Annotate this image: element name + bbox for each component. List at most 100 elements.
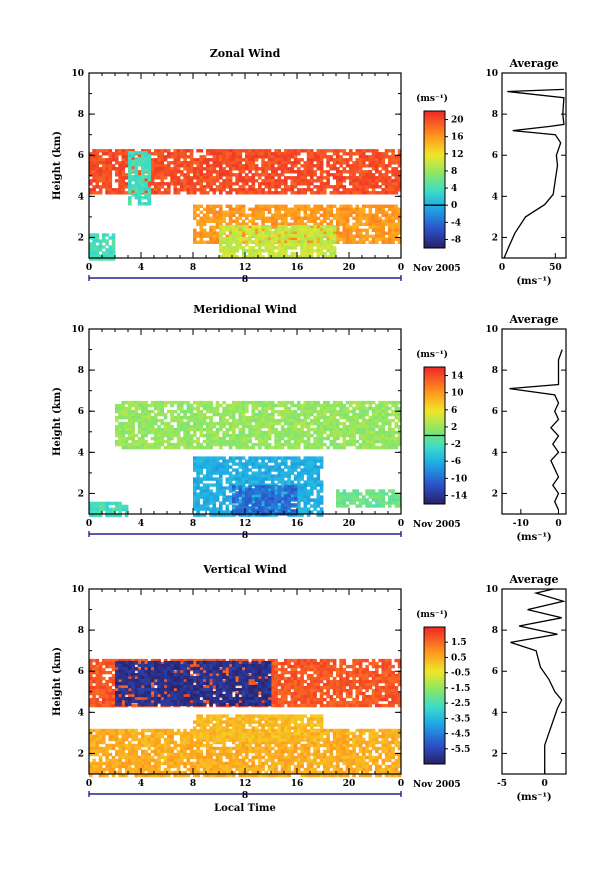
colorbar-band [424,174,445,178]
x-tick-label: 12 [239,779,252,789]
y-tick-label: 10 [71,325,84,335]
colorbar-band [424,485,445,489]
profile-frame [501,588,567,775]
colorbar-band [424,202,445,206]
y-tick-label: 2 [78,233,84,243]
colorbar: (ms⁻¹) 1.5 0.5 -0.5 -1.5 -2.5 -3.5 -4.5 -5.5 [416,609,470,765]
x-tick-label: 0 [398,263,404,273]
profile-y-tick-label: 6 [492,151,498,161]
colorbar-band [424,126,445,130]
average-profile: Average 2 4 6 8 10 -10 0 (ms⁻¹) [485,313,567,543]
x-tick-label: 4 [138,779,144,789]
heatmap-region-4 [193,714,324,742]
colorbar-band [424,115,445,119]
y-tick-label: 2 [78,489,84,499]
colorbar-band [424,419,445,423]
colorbar-band [424,472,445,475]
colorbar-band [424,136,445,139]
x-tick-label: 20 [343,779,356,789]
colorbar-band [424,688,445,692]
colorbar: (ms⁻¹) 14 10 6 2 -2 -6 -10 -14 [416,349,467,505]
colorbar-band [424,716,445,719]
colorbar-tick-label: 0.5 [451,653,467,663]
colorbar-band [424,140,445,144]
colorbar-band [424,428,445,432]
colorbar-band [424,403,445,407]
profile-y-tick-label: 2 [492,489,498,499]
colorbar-band [424,665,445,669]
colorbar-band [424,451,445,455]
heatmap-region-3 [336,489,402,508]
colorbar-band [424,467,445,471]
colorbar-tick-label: 1.5 [451,638,467,648]
colorbar-band [424,757,445,760]
profile-y-tick-label: 2 [492,233,498,243]
colorbar-tick-label: -8 [451,235,461,245]
colorbar-band [424,761,445,765]
colorbar-band [424,209,445,212]
colorbar-band [424,681,445,685]
colorbar-band [424,645,445,649]
colorbar-band [424,380,445,384]
profile-y-tick-label: 4 [492,708,498,718]
colorbar-band [424,158,445,162]
colorbar-tick-label: 16 [451,133,464,143]
profile-y-tick-label: 10 [485,69,498,79]
colorbar-band [424,677,445,681]
profile-y-tick-label: 6 [492,667,498,677]
colorbar-band [424,478,445,482]
average-profile: Average 2 4 6 8 10 0 50 (ms⁻¹) [485,57,567,287]
colorbar-tick-label: -3.5 [451,714,470,724]
profile-y-tick-label: 6 [492,407,498,417]
colorbar-band [424,245,445,249]
colorbar-band [424,658,445,662]
colorbar-band [424,697,445,701]
x-tick-label: 20 [343,519,356,529]
colorbar-band [424,236,445,240]
colorbar-band [424,743,445,747]
colorbar-band [424,745,445,749]
colorbar-tick-label: 8 [451,167,457,177]
colorbar-band [424,633,445,637]
colorbar-band [424,220,445,224]
profile-title: Average [508,313,558,326]
heatmap-region-5 [89,233,116,261]
profile-y-tick-label: 4 [492,448,498,458]
profile-y-tick-label: 10 [485,325,498,335]
colorbar-band [424,629,445,633]
colorbar-band [424,668,445,671]
colorbar-band [424,469,445,473]
profile-frame [501,72,567,259]
colorbar-tick-label: -14 [451,491,467,501]
colorbar-band [424,417,445,421]
x-tick-label: 16 [291,263,304,273]
date-label: Nov 2005 [413,780,461,790]
y-axis-label: Height (km) [52,647,63,716]
colorbar-band [424,111,445,114]
profile-x-tick-label: 0 [555,519,561,529]
colorbar-band [424,131,445,135]
x-axis-label: Local Time [214,803,276,814]
colorbar-unit: (ms⁻¹) [416,93,448,104]
colorbar-band [424,385,445,389]
colorbar-band [424,672,445,676]
profile-x-axis-label: (ms⁻¹) [516,276,551,287]
x-tick-label: 4 [138,519,144,529]
heatmap-region-2 [115,660,272,707]
colorbar-band [424,238,445,242]
colorbar-band [424,488,445,491]
colorbar-band [424,129,445,133]
colorbar-band [424,462,445,466]
profile-y-tick-label: 8 [492,110,498,120]
colorbar-band [424,642,445,646]
colorbar-band [424,734,445,738]
chart-title: Vertical Wind [202,563,287,576]
colorbar-band [424,449,445,452]
day-label: 8 [242,531,248,541]
y-tick-label: 8 [78,110,84,120]
average-profile: Average 2 4 6 8 10 -5 0 (ms⁻¹) [485,573,567,803]
profile-y-tick-label: 8 [492,366,498,376]
colorbar-band [424,474,445,478]
